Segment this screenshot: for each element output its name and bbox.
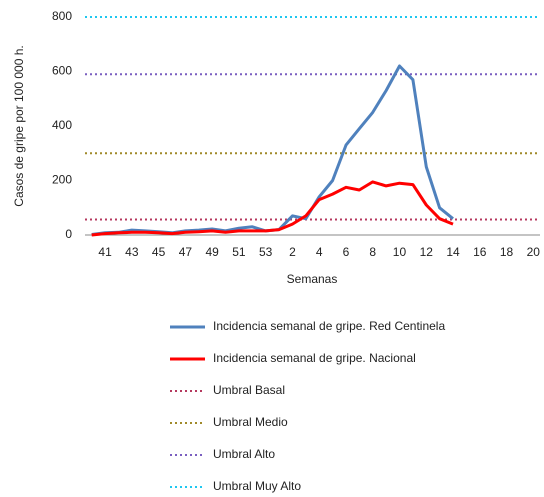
y-tick-label: 0	[65, 227, 72, 241]
x-tick-label: 49	[205, 245, 219, 259]
x-tick-label: 20	[527, 245, 541, 259]
legend-label: Umbral Muy Alto	[213, 479, 301, 493]
y-axis-label: Casos de gripe por 100 000 h.	[12, 45, 26, 206]
legend-label: Umbral Basal	[213, 383, 285, 397]
x-tick-label: 18	[500, 245, 514, 259]
y-tick-label: 600	[52, 64, 72, 78]
x-tick-label: 8	[369, 245, 376, 259]
x-tick-label: 10	[393, 245, 407, 259]
legend-label: Incidencia semanal de gripe. Nacional	[213, 351, 416, 365]
x-tick-label: 45	[152, 245, 166, 259]
x-tick-label: 6	[343, 245, 350, 259]
x-tick-label: 16	[473, 245, 487, 259]
x-tick-label: 12	[420, 245, 434, 259]
y-tick-label: 400	[52, 118, 72, 132]
legend-label: Umbral Medio	[213, 415, 288, 429]
x-tick-label: 41	[98, 245, 112, 259]
x-tick-label: 14	[446, 245, 460, 259]
x-tick-label: 51	[232, 245, 246, 259]
x-tick-label: 4	[316, 245, 323, 259]
series-line	[91, 64, 454, 236]
x-tick-label: 43	[125, 245, 139, 259]
y-tick-label: 200	[52, 173, 72, 187]
x-tick-label: 47	[179, 245, 193, 259]
legend-label: Umbral Alto	[213, 447, 275, 461]
x-tick-label: 53	[259, 245, 273, 259]
y-tick-label: 800	[52, 9, 72, 23]
x-tick-label: 2	[289, 245, 296, 259]
x-axis-label: Semanas	[287, 272, 338, 286]
series-line	[91, 180, 454, 237]
legend-label: Incidencia semanal de gripe. Red Centine…	[213, 319, 445, 333]
